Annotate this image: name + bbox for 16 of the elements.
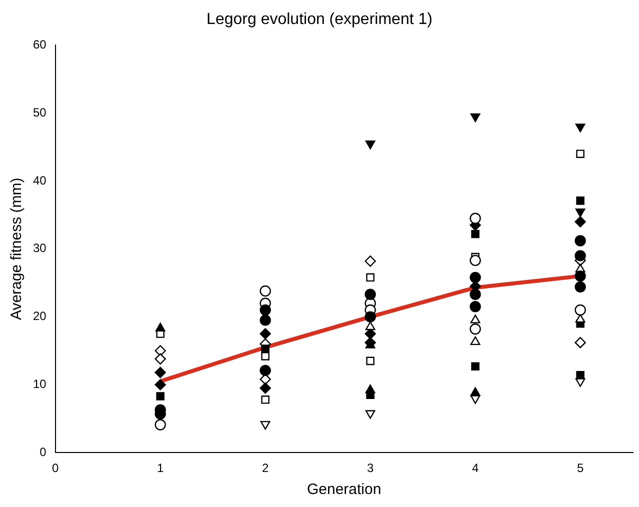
y-tick-label: 40: [32, 173, 47, 188]
y-tick-label: 0: [40, 444, 47, 459]
x-tick-label: 0: [52, 461, 60, 476]
y-tick-label: 50: [32, 105, 47, 120]
y-axis-title: Average fitness (mm): [8, 178, 26, 320]
y-tick-label: 20: [32, 309, 47, 324]
x-tick-label: 4: [472, 461, 479, 476]
x-tick-label: 3: [366, 461, 374, 476]
y-tick-label: 10: [32, 377, 47, 392]
x-tick-label: 2: [262, 461, 269, 476]
y-tick-label: 30: [32, 241, 47, 256]
x-axis-title: Generation: [306, 481, 382, 498]
chart-title: Legorg evolution (experiment 1): [206, 11, 432, 28]
y-tick-label: 60: [32, 38, 47, 52]
x-tick-label: 1: [156, 461, 164, 476]
x-tick-label: 5: [576, 461, 584, 476]
